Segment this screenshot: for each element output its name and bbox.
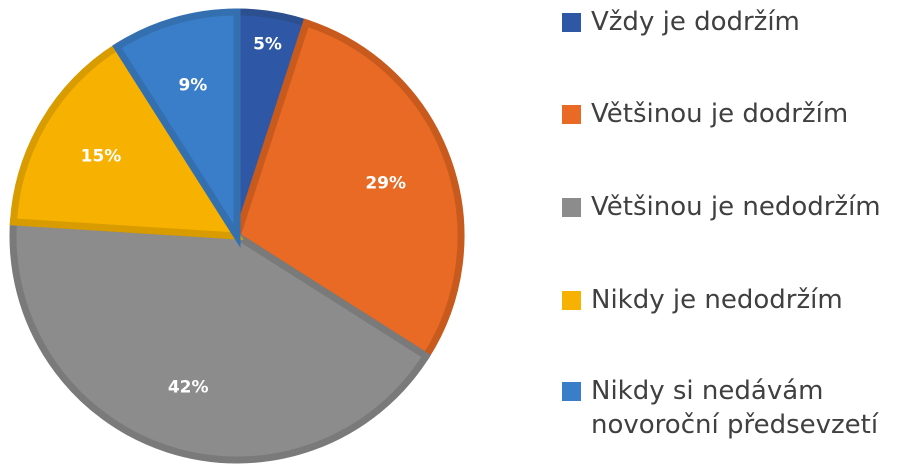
legend-swatch (562, 13, 581, 32)
legend-item-nikdy-nedavam: Nikdy si nedávám novoroční předsevzetí (562, 374, 902, 442)
legend-item-vetsinou-nedodrzim: Většinou je nedodržím (562, 190, 881, 224)
legend-label: Většinou je dodržím (591, 99, 849, 129)
legend-label: Většinou je nedodržím (591, 192, 881, 222)
legend-label: Nikdy je nedodržím (591, 285, 843, 315)
legend-item-vzdy-dodrzim: Vždy je dodržím (562, 5, 800, 39)
pie-data-labels: 5% 29% 42% 15% 9% (81, 34, 406, 397)
legend-item-nikdy-nedodrzim: Nikdy je nedodržím (562, 283, 843, 317)
data-label-nikdy-nedavam: 9% (178, 75, 207, 95)
legend-label: Nikdy si nedávám novoroční předsevzetí (591, 376, 879, 440)
legend: Vždy je dodržím Většinou je dodržím Větš… (562, 0, 914, 472)
pie-slice-vetsinou-nedodrzim (9, 218, 431, 464)
data-label-vetsinou-dodrzim: 29% (365, 174, 406, 194)
pie-slice-nikdy-nedodrzim (9, 42, 244, 240)
data-label-vzdy-dodrzim: 5% (253, 34, 282, 54)
legend-swatch (562, 291, 581, 310)
legend-swatch (562, 198, 581, 217)
legend-item-vetsinou-dodrzim: Většinou je dodržím (562, 97, 848, 131)
pie-slices (9, 8, 465, 464)
data-label-nikdy-nedodrzim: 15% (81, 147, 122, 167)
legend-label: Vždy je dodržím (591, 7, 800, 37)
data-label-vetsinou-nedodrzim: 42% (168, 377, 209, 397)
pie-slice-vetsinou-dodrzim (232, 18, 465, 361)
legend-swatch (562, 105, 581, 124)
pie-slice-nikdy-nedavam (112, 8, 241, 249)
legend-swatch (562, 382, 581, 401)
